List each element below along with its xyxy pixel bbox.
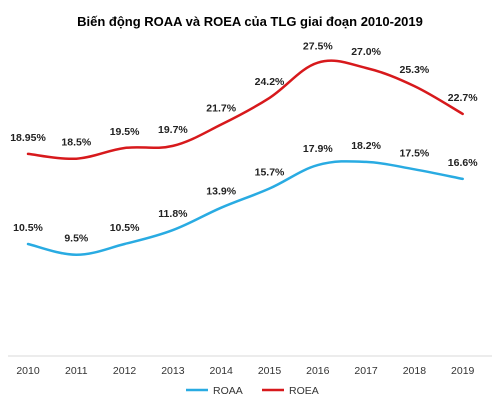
legend-label-roaa: ROAA bbox=[213, 385, 243, 397]
series-layer bbox=[26, 59, 464, 256]
data-label-roaa-2011: 9.5% bbox=[64, 233, 89, 245]
x-tick-label-2013: 2013 bbox=[161, 365, 185, 377]
x-tick-label-2012: 2012 bbox=[113, 365, 137, 377]
data-label-roea-2017: 27.0% bbox=[351, 46, 381, 58]
data-label-roea-2013: 19.7% bbox=[158, 124, 188, 136]
data-label-roea-2014: 21.7% bbox=[206, 103, 236, 115]
x-tick-label-2015: 2015 bbox=[258, 365, 282, 377]
x-tick-label-2018: 2018 bbox=[403, 365, 427, 377]
data-label-roea-2012: 19.5% bbox=[110, 126, 140, 138]
legend-label-roea: ROEA bbox=[289, 385, 319, 397]
x-tick-label-2014: 2014 bbox=[210, 365, 234, 377]
data-label-roaa-2012: 10.5% bbox=[110, 222, 140, 234]
x-tick-labels: 2010 2011 2012 2013 2014 2015 2016 2017 2018 2019 bbox=[16, 365, 474, 377]
data-label-roaa-2019: 16.6% bbox=[448, 157, 478, 169]
x-tick-label-2016: 2016 bbox=[306, 365, 330, 377]
data-label-roea-2016: 27.5% bbox=[303, 41, 333, 53]
legend: ROAA ROEA bbox=[186, 385, 319, 397]
series-line-roaa bbox=[26, 160, 464, 256]
x-tick-label-2010: 2010 bbox=[16, 365, 40, 377]
x-tick-label-2011: 2011 bbox=[65, 365, 88, 377]
chart-title: Biến động ROAA và ROEA của TLG giai đoạn… bbox=[77, 14, 423, 29]
data-label-roaa-2015: 15.7% bbox=[255, 167, 285, 179]
x-tick-label-2019: 2019 bbox=[451, 365, 475, 377]
data-label-roaa-2014: 13.9% bbox=[206, 186, 236, 198]
data-label-roea-2011: 18.5% bbox=[61, 137, 91, 149]
data-label-roea-2019: 22.7% bbox=[448, 92, 478, 104]
data-labels-layer: 10.5% 9.5% 10.5% 11.8% 13.9% 15.7% 17.9% 18.2% 1… bbox=[10, 41, 478, 245]
data-label-roaa-2017: 18.2% bbox=[351, 140, 381, 152]
data-label-roea-2010: 18.95% bbox=[10, 132, 46, 144]
data-label-roaa-2010: 10.5% bbox=[13, 222, 43, 234]
series-line-roea bbox=[26, 59, 464, 161]
x-tick-label-2017: 2017 bbox=[354, 365, 378, 377]
data-label-roea-2015: 24.2% bbox=[255, 76, 285, 88]
data-label-roaa-2013: 11.8% bbox=[158, 208, 188, 220]
data-label-roaa-2016: 17.9% bbox=[303, 143, 333, 155]
data-label-roea-2018: 25.3% bbox=[400, 64, 430, 76]
data-label-roaa-2018: 17.5% bbox=[400, 147, 430, 159]
